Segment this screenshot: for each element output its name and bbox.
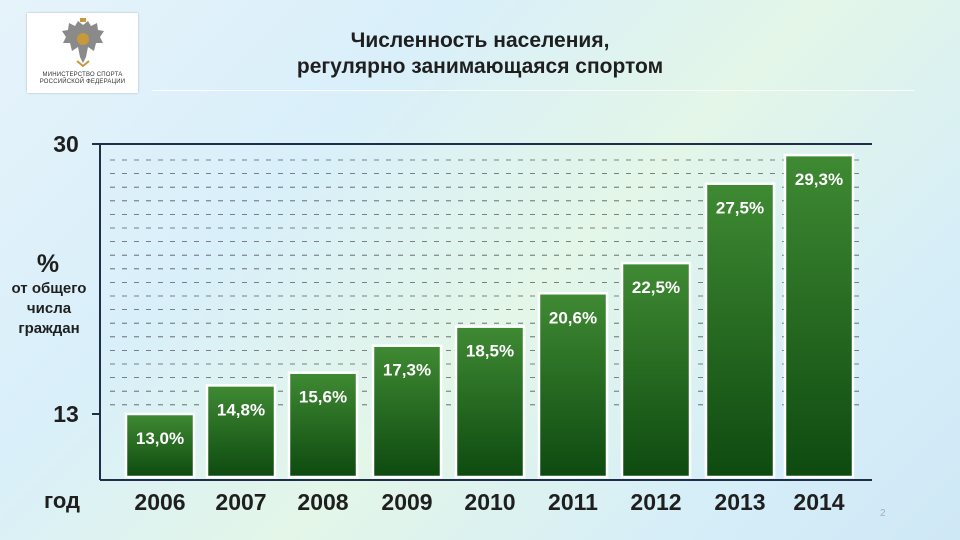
data-label: 13,0% bbox=[136, 429, 184, 448]
data-label: 15,6% bbox=[299, 388, 347, 407]
ministry-logo-text: МИНИСТЕРСТВО СПОРТА РОССИЙСКОЙ ФЕДЕРАЦИИ bbox=[39, 72, 126, 85]
data-label: 14,8% bbox=[217, 400, 265, 419]
y-axis-label-line: числа bbox=[27, 300, 72, 317]
x-tick-label: 2012 bbox=[630, 489, 681, 515]
x-tick-label: 2009 bbox=[381, 489, 432, 515]
double-headed-eagle-icon bbox=[62, 18, 104, 67]
ministry-logo: МИНИСТЕРСТВО СПОРТА РОССИЙСКОЙ ФЕДЕРАЦИИ bbox=[27, 13, 138, 93]
x-tick-label: 2011 bbox=[548, 489, 598, 515]
bar-2013 bbox=[704, 182, 776, 479]
title-line-2: регулярно занимающаяся спортом bbox=[296, 55, 664, 78]
y-tick-label: 13 bbox=[53, 401, 79, 427]
x-axis-label: год bbox=[44, 488, 80, 513]
y-axis-label-line: от общего bbox=[12, 280, 87, 297]
bar-2009 bbox=[371, 344, 443, 479]
x-tick-label: 2010 bbox=[464, 489, 515, 515]
x-tick-label: 2008 bbox=[297, 489, 348, 515]
data-labels: 13,0% 14,8% 15,6% 17,3% 18,5% 20,6% 22,5% 27,5%… bbox=[136, 170, 843, 448]
bar-2010 bbox=[454, 325, 526, 479]
data-label: 17,3% bbox=[383, 361, 431, 380]
bars bbox=[124, 153, 855, 479]
x-tick-label: 2007 bbox=[215, 489, 266, 515]
x-tick-label: 2013 bbox=[714, 489, 765, 515]
data-label: 22,5% bbox=[632, 278, 680, 297]
title-divider bbox=[152, 90, 914, 91]
bar-2014 bbox=[783, 153, 855, 479]
bar-2012 bbox=[620, 261, 692, 479]
x-tick-label: 2006 bbox=[134, 489, 185, 515]
bar-2008 bbox=[287, 371, 359, 479]
page-number: 2 bbox=[880, 508, 886, 519]
bar-2006 bbox=[124, 412, 196, 479]
data-label: 29,3% bbox=[795, 170, 843, 189]
page-title: Численность населения, регулярно занимаю… bbox=[160, 28, 800, 80]
data-label: 27,5% bbox=[716, 199, 764, 218]
y-axis-label-line: граждан bbox=[18, 320, 79, 337]
data-label: 18,5% bbox=[466, 342, 514, 361]
x-tick-label: 2014 bbox=[793, 489, 844, 515]
y-axis-unit: % bbox=[37, 250, 59, 278]
bar-2011 bbox=[537, 292, 609, 479]
y-tick-label: 30 bbox=[53, 131, 79, 157]
bar-2007 bbox=[205, 384, 277, 479]
title-line-1: Численность населения, bbox=[350, 29, 610, 52]
axis-ticks: 30 13% от общего числа граждан год 2006 2007 200… bbox=[12, 131, 845, 515]
axes bbox=[92, 143, 872, 481]
data-label: 20,6% bbox=[549, 308, 597, 327]
